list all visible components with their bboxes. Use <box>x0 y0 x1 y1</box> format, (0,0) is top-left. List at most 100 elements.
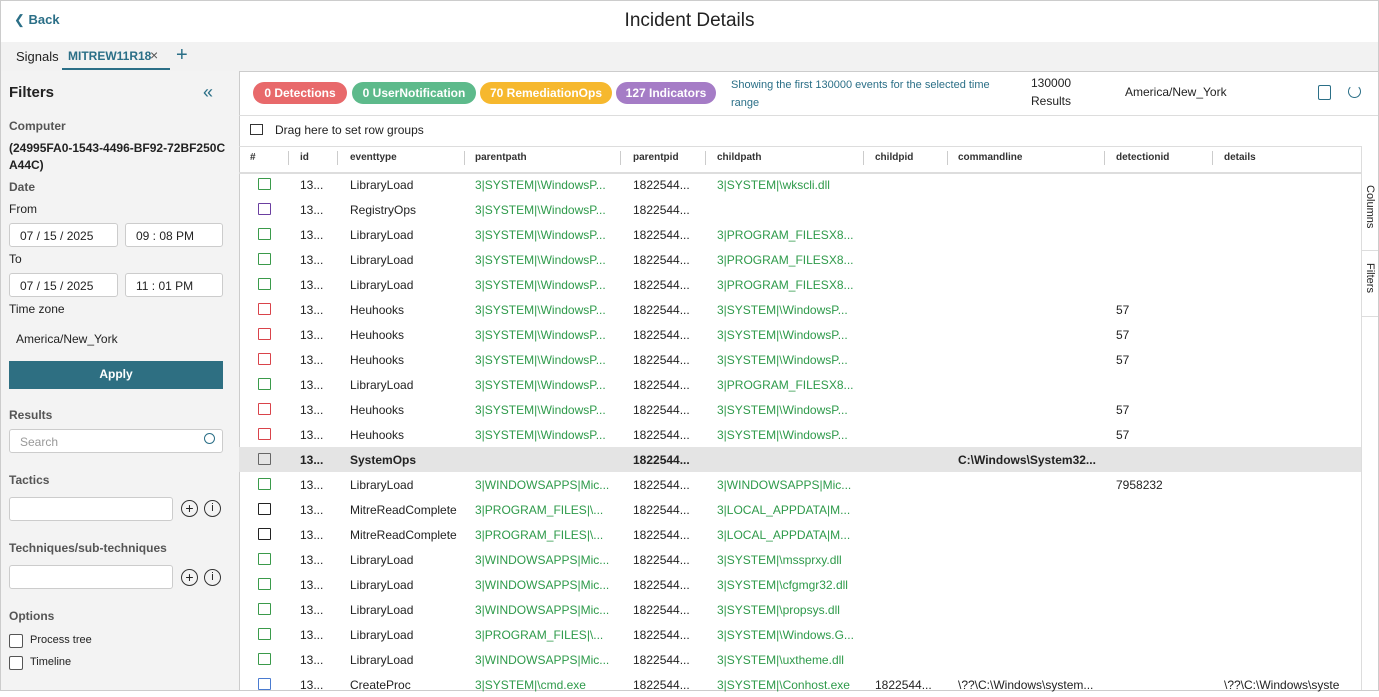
table-row[interactable]: 13... LibraryLoad 3|WINDOWSAPPS|Mic... 1822… <box>239 472 1361 497</box>
table-row[interactable]: 13... Heuhooks 3|SYSTEM|\WindowsP... 182254… <box>239 422 1361 447</box>
cell: LibraryLoad <box>350 178 414 192</box>
table-row[interactable]: 13... LibraryLoad 3|SYSTEM|\WindowsP... 182… <box>239 172 1361 197</box>
cell: 1822544... <box>633 528 690 542</box>
checkbox[interactable] <box>9 634 23 648</box>
table-row[interactable]: 13... Heuhooks 3|SYSTEM|\WindowsP... 182254… <box>239 297 1361 322</box>
table-row[interactable]: 13... LibraryLoad 3|WINDOWSAPPS|Mic... 1822… <box>239 547 1361 572</box>
row-icon <box>258 528 271 540</box>
cell: 1822544... <box>633 328 690 342</box>
column-header[interactable]: detectionid <box>1116 152 1170 163</box>
table-row[interactable]: 13... LibraryLoad 3|SYSTEM|\WindowsP... 182… <box>239 372 1361 397</box>
search-input[interactable]: Search <box>9 429 223 453</box>
table-row[interactable]: 13... LibraryLoad 3|PROGRAM_FILES|\... 1822… <box>239 622 1361 647</box>
time-input[interactable]: 09 : 08 PM <box>125 223 223 247</box>
showing-note: Showing the first 130000 events for the … <box>731 79 990 109</box>
cell: 3|PROGRAM_FILES|\... <box>475 628 604 642</box>
collapse[interactable]: « <box>203 82 214 102</box>
column-header[interactable]: id <box>300 152 309 163</box>
cell: 3|LOCAL_APPDATA|M... <box>717 503 851 517</box>
timezone[interactable]: America/New_York <box>16 332 118 346</box>
cell: 1822544... <box>633 428 690 442</box>
back-label: Back <box>28 12 60 27</box>
column-header[interactable]: parentpath <box>475 152 527 163</box>
cell: 3|WINDOWSAPPS|Mic... <box>717 478 852 492</box>
tab-active[interactable]: MITREW11R18 <box>68 49 152 63</box>
export-icon[interactable] <box>1318 85 1331 100</box>
column-header[interactable]: childpid <box>875 152 914 163</box>
table-row[interactable]: 13... LibraryLoad 3|SYSTEM|\WindowsP... 182… <box>239 272 1361 297</box>
table-row[interactable]: 13... MitreReadComplete 3|PROGRAM_FILES|\.… <box>239 497 1361 522</box>
table-row[interactable]: 13... Heuhooks 3|SYSTEM|\WindowsP... 182254… <box>239 322 1361 347</box>
add-tab[interactable]: + <box>176 44 188 66</box>
column-header[interactable]: parentpid <box>633 152 679 163</box>
column-header[interactable]: commandline <box>958 152 1023 163</box>
cell: 3|PROGRAM_FILESX8... <box>717 228 854 242</box>
date-input[interactable]: 07 / 15 / 2025 <box>9 223 118 247</box>
cell: 13... <box>300 203 324 217</box>
cell: 1822544... <box>633 403 690 417</box>
cell: 13... <box>300 503 324 517</box>
tab[interactable]: Signals <box>16 49 59 64</box>
side-tab[interactable]: Filters <box>1364 263 1376 293</box>
cell: 3|SYSTEM|\WindowsP... <box>475 353 606 367</box>
cell: 3|WINDOWSAPPS|Mic... <box>475 553 610 567</box>
cell: 3|PROGRAM_FILES|\... <box>475 503 604 517</box>
label: Techniques/sub-techniques <box>9 541 167 555</box>
tactics-input[interactable] <box>9 497 173 521</box>
table-row[interactable]: 13... LibraryLoad 3|WINDOWSAPPS|Mic... 1822… <box>239 597 1361 622</box>
cell: 13... <box>300 428 324 442</box>
refresh-icon[interactable] <box>1348 85 1361 98</box>
info-icon[interactable]: i <box>204 500 221 517</box>
cell: 57 <box>1116 428 1130 442</box>
checkbox[interactable] <box>9 656 23 670</box>
cell: LibraryLoad <box>350 228 414 242</box>
cell: 57 <box>1116 303 1130 317</box>
cell: 3|SYSTEM|\WindowsP... <box>475 378 606 392</box>
cell: 13... <box>300 378 324 392</box>
badge[interactable]: 0 UserNotification <box>352 82 476 104</box>
side-tab[interactable]: Columns <box>1364 185 1376 229</box>
table-row[interactable]: 13... LibraryLoad 3|SYSTEM|\WindowsP... 182… <box>239 222 1361 247</box>
cell: Heuhooks <box>350 353 405 367</box>
add-icon[interactable]: + <box>181 569 198 586</box>
table-row[interactable]: 13... MitreReadComplete 3|PROGRAM_FILES|\.… <box>239 522 1361 547</box>
add-icon[interactable]: + <box>181 500 198 517</box>
cell: \??\C:\Windows\system... <box>958 678 1094 692</box>
badge[interactable]: 127 Indicators <box>616 82 716 104</box>
techniques-input[interactable] <box>9 565 173 589</box>
cell: 13... <box>300 553 324 567</box>
column-header[interactable]: childpath <box>717 152 762 163</box>
column-header[interactable]: # <box>250 152 256 163</box>
table-row[interactable]: 13... Heuhooks 3|SYSTEM|\WindowsP... 182254… <box>239 347 1361 372</box>
table-row[interactable]: 13... RegistryOps 3|SYSTEM|\WindowsP... 182… <box>239 197 1361 222</box>
apply-button[interactable]: Apply <box>9 361 223 389</box>
cell: 1822544... <box>633 478 690 492</box>
table-row[interactable]: 13... Heuhooks 3|SYSTEM|\WindowsP... 182254… <box>239 397 1361 422</box>
column-header[interactable]: details <box>1224 152 1256 163</box>
table-row[interactable]: 13... LibraryLoad 3|SYSTEM|\WindowsP... 182… <box>239 247 1361 272</box>
column-separator <box>947 151 948 165</box>
table-row[interactable]: 13... LibraryLoad 3|WINDOWSAPPS|Mic... 1822… <box>239 572 1361 597</box>
cell: 1822544... <box>633 453 690 467</box>
cell: 3|SYSTEM|\WindowsP... <box>475 203 606 217</box>
column-separator <box>863 151 864 165</box>
cell: MitreReadComplete <box>350 503 457 517</box>
info-icon[interactable]: i <box>204 569 221 586</box>
badge[interactable]: 70 RemediationOps <box>480 82 612 104</box>
cell: 1822544... <box>633 203 690 217</box>
cell: 13... <box>300 478 324 492</box>
side-bar <box>1361 146 1379 691</box>
cell: 3|PROGRAM_FILES|\... <box>475 528 604 542</box>
table-row[interactable]: 13... SystemOps 1822544... C:\Windows\Syste… <box>239 447 1361 472</box>
back-button[interactable]: ❮ Back <box>14 12 60 27</box>
date-input[interactable]: 07 / 15 / 2025 <box>9 273 118 297</box>
cell: 3|SYSTEM|\uxtheme.dll <box>717 653 844 667</box>
time-input[interactable]: 11 : 01 PM <box>125 273 223 297</box>
cell: 13... <box>300 228 324 242</box>
table-row[interactable]: 13... LibraryLoad 3|WINDOWSAPPS|Mic... 1822… <box>239 647 1361 672</box>
cell: 3|SYSTEM|\WindowsP... <box>475 403 606 417</box>
tab-close[interactable]: × <box>150 47 159 63</box>
badge[interactable]: 0 Detections <box>253 82 347 104</box>
column-header[interactable]: eventtype <box>350 152 397 163</box>
table-row[interactable]: 13... CreateProc 3|SYSTEM|\cmd.exe 1822544.… <box>239 672 1361 697</box>
